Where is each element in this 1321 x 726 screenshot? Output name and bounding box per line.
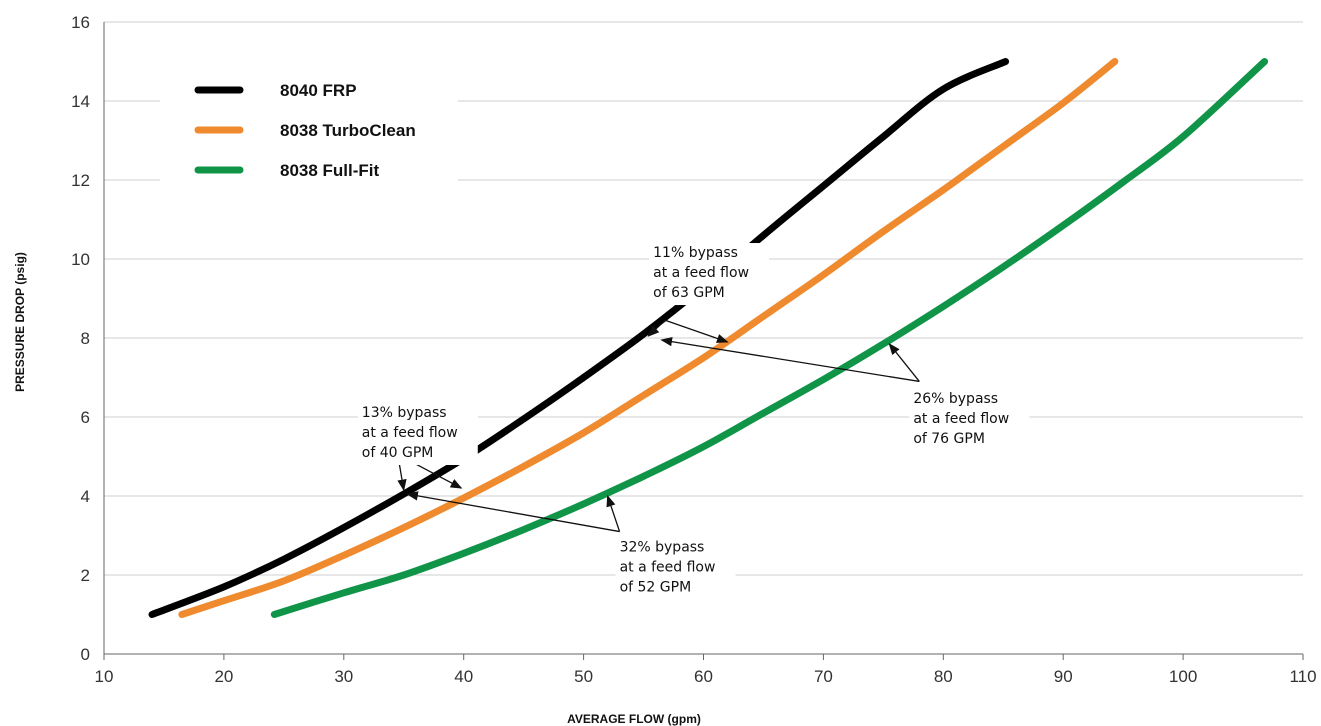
annotation-arrow bbox=[406, 491, 620, 533]
x-tick-label: 80 bbox=[934, 667, 953, 686]
annotation-background bbox=[615, 537, 736, 600]
x-tick-label: 60 bbox=[694, 667, 713, 686]
annotation-arrow bbox=[888, 343, 920, 382]
x-tick-label: 30 bbox=[334, 667, 353, 686]
y-tick-label: 10 bbox=[71, 250, 90, 269]
annotation-text: of 63 GPM bbox=[653, 285, 725, 301]
annotation-background bbox=[649, 243, 770, 306]
annotation-background bbox=[357, 403, 478, 465]
series-line-1 bbox=[178, 58, 1119, 618]
annotation-text: at a feed flow bbox=[913, 411, 1009, 427]
legend-background bbox=[160, 66, 458, 182]
y-tick-label: 14 bbox=[71, 92, 90, 111]
x-tick-label: 20 bbox=[214, 667, 233, 686]
annotation-text: of 76 GPM bbox=[913, 431, 985, 447]
annotation-text: of 52 GPM bbox=[620, 579, 692, 595]
series-line-0 bbox=[148, 58, 1010, 618]
y-tick-label: 12 bbox=[71, 171, 90, 190]
annotation-arrow bbox=[664, 319, 729, 343]
annotation-text: 26% bypass bbox=[913, 391, 998, 407]
y-tick-label: 16 bbox=[71, 13, 90, 32]
annotation-text: at a feed flow bbox=[620, 559, 716, 575]
x-tick-label: 90 bbox=[1054, 667, 1073, 686]
x-tick-label: 50 bbox=[574, 667, 593, 686]
annotation-arrow bbox=[606, 494, 621, 532]
annotation-arrow bbox=[647, 319, 666, 337]
annotation-arrow bbox=[660, 337, 920, 383]
x-tick-label: 100 bbox=[1169, 667, 1197, 686]
legend-label: 8040 FRP bbox=[280, 81, 357, 100]
annotation-background bbox=[909, 389, 1030, 452]
x-tick-label: 40 bbox=[454, 667, 473, 686]
y-tick-label: 6 bbox=[81, 408, 90, 427]
annotations: 11% bypass at a feed flow of 63 GPM 26% byp… bbox=[357, 243, 1030, 600]
annotation-text: at a feed flow bbox=[362, 425, 458, 441]
axes: 0 2 4 6 8 10 12 14 16 10 20 30 40 50 60 70 80 90 100 110 bbox=[71, 13, 1316, 686]
y-axis-title: PRESSURE DROP (psig) bbox=[13, 252, 27, 392]
legend-label: 8038 Full-Fit bbox=[280, 161, 380, 180]
x-tick-label: 70 bbox=[814, 667, 833, 686]
series-lines bbox=[148, 58, 1269, 618]
annotation-text: at a feed flow bbox=[653, 265, 749, 281]
annotation-text: 11% bypass bbox=[653, 245, 738, 261]
legend: 8040 FRP 8038 TurboClean 8038 Full-Fit bbox=[160, 66, 458, 182]
x-axis-title: AVERAGE FLOW (gpm) bbox=[567, 712, 701, 726]
x-tick-label: 10 bbox=[95, 667, 114, 686]
y-tick-label: 2 bbox=[81, 566, 90, 585]
annotation-text: 32% bypass bbox=[620, 539, 705, 555]
legend-label: 8038 TurboClean bbox=[280, 121, 416, 140]
annotation-text: of 40 GPM bbox=[362, 445, 434, 461]
x-tick-label: 110 bbox=[1289, 667, 1316, 686]
y-tick-label: 0 bbox=[81, 645, 90, 664]
y-tick-label: 4 bbox=[81, 487, 90, 506]
series-line-2 bbox=[270, 58, 1269, 618]
annotation-text: 13% bypass bbox=[362, 405, 447, 421]
y-tick-label: 8 bbox=[81, 329, 90, 348]
